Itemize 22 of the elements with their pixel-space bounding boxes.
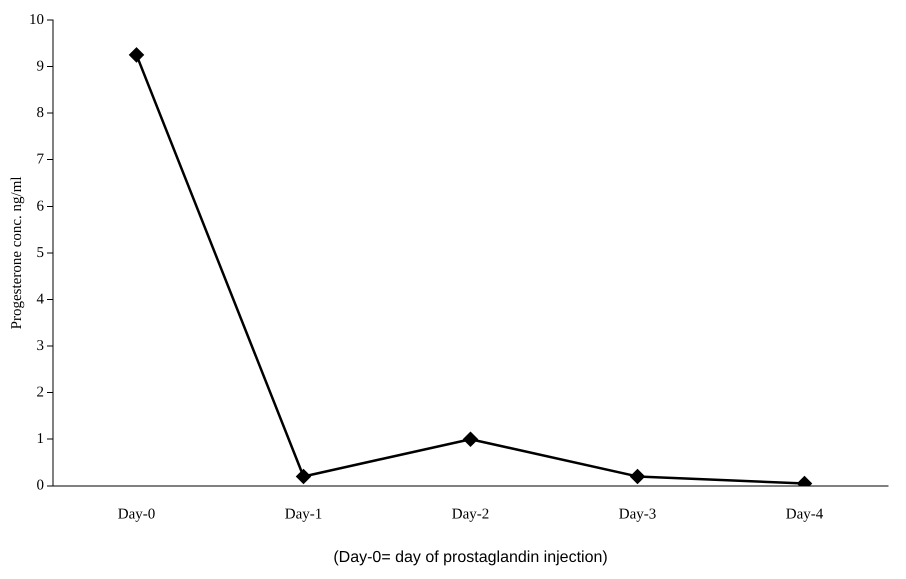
y-tick-label: 2 (36, 384, 44, 401)
x-tick-label: Day-2 (452, 506, 490, 523)
x-axis-title: (Day-0= day of prostaglandin injection) (333, 548, 608, 566)
y-tick-label: 8 (36, 105, 44, 122)
y-tick-label: 9 (36, 58, 44, 75)
x-tick-label: Day-1 (284, 506, 322, 523)
y-tick-label: 10 (29, 12, 44, 28)
x-tick-label: Day-4 (786, 506, 824, 523)
x-tick-label: Day-3 (618, 506, 656, 523)
point (296, 469, 311, 484)
x-tick-label: Day-0 (118, 506, 156, 523)
y-tick-label: 4 (36, 291, 44, 308)
point (463, 432, 478, 446)
point (630, 469, 645, 484)
y-tick-label: 0 (36, 478, 44, 494)
y-tick-label: 7 (36, 152, 44, 168)
y-tick-label: 3 (36, 338, 44, 354)
y-tick-label: 5 (36, 244, 44, 261)
y-tick-label: 1 (36, 431, 44, 448)
y-tick-label: 6 (36, 198, 44, 214)
point (129, 48, 144, 62)
y-axis-title: Progesterone conc. ng/ml (8, 176, 25, 330)
